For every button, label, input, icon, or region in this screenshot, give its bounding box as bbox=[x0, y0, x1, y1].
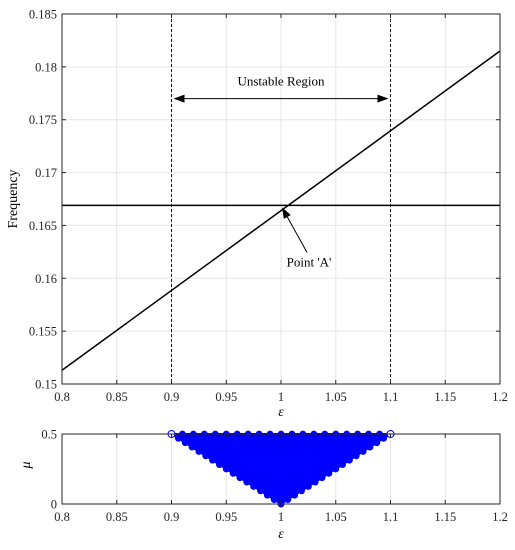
unstable-region-label: Unstable Region bbox=[237, 74, 325, 89]
freq-xtick-label: 1.1 bbox=[383, 390, 399, 404]
freq-xtick-label: 1 bbox=[278, 390, 284, 404]
frequency-x-ticks: 0.8 0.85 0.9 0.95 1 1.05 1.1 1.15 1.2 bbox=[54, 14, 508, 404]
mu-marker bbox=[366, 443, 374, 451]
frequency-series-line-1 bbox=[61, 50, 501, 371]
mu-marker bbox=[346, 456, 353, 464]
frequency-x-axis-label: ε bbox=[278, 405, 284, 420]
mu-ytick-label: 0 bbox=[51, 498, 57, 512]
mu-xtick-label: 1.1 bbox=[383, 510, 399, 524]
mu-xtick-label: 1.15 bbox=[434, 510, 456, 524]
mu-marker bbox=[270, 496, 278, 504]
mu-marker bbox=[236, 474, 244, 482]
freq-ytick-label: 0.17 bbox=[35, 166, 57, 180]
freq-ytick-label: 0.18 bbox=[35, 60, 57, 74]
mu-marker bbox=[250, 483, 258, 490]
freq-ytick-label: 0.185 bbox=[29, 8, 57, 22]
freq-xtick-label: 0.85 bbox=[106, 390, 128, 404]
mu-marker bbox=[243, 478, 251, 486]
frequency-y-axis-label: Frequency bbox=[6, 169, 21, 228]
point-a-arrowhead bbox=[282, 207, 291, 219]
mu-marker bbox=[174, 434, 182, 442]
mu-marker bbox=[325, 469, 333, 477]
mu-marker bbox=[380, 434, 388, 442]
point-a-arrow bbox=[285, 214, 308, 253]
freq-xtick-label: 0.8 bbox=[54, 390, 70, 404]
mu-ytick-label: 0.5 bbox=[41, 428, 57, 442]
mu-region-fill bbox=[168, 433, 394, 506]
mu-marker bbox=[188, 443, 196, 451]
mu-y-axis-label: μ bbox=[19, 461, 34, 469]
mu-marker bbox=[209, 456, 216, 464]
mu-x-axis-label: ε bbox=[278, 527, 284, 542]
mu-xtick-label: 0.95 bbox=[215, 510, 237, 524]
unstable-arrowhead-left bbox=[173, 94, 185, 103]
mu-marker bbox=[216, 461, 223, 469]
mu-marker bbox=[257, 487, 264, 495]
mu-plot: 0.8 0.85 0.9 0.95 1 1.05 1.1 1.15 1.2 00.5 ε μ bbox=[19, 428, 508, 543]
mu-marker bbox=[291, 491, 299, 499]
mu-y-ticks: 00.5 bbox=[41, 428, 500, 512]
mu-marker bbox=[229, 469, 237, 477]
mu-marker bbox=[284, 496, 292, 504]
frequency-series bbox=[61, 14, 501, 384]
mu-marker bbox=[318, 474, 326, 482]
mu-marker bbox=[373, 439, 381, 447]
mu-marker bbox=[304, 483, 312, 490]
mu-marker bbox=[263, 491, 271, 499]
freq-xtick-label: 1.2 bbox=[492, 390, 508, 404]
freq-xtick-label: 0.9 bbox=[164, 390, 180, 404]
freq-ytick-label: 0.165 bbox=[29, 219, 57, 233]
mu-xtick-label: 0.9 bbox=[164, 510, 180, 524]
frequency-plot: Unstable Region Point 'A' 0.8 0.85 0.9 0.95… bbox=[6, 8, 508, 421]
freq-ytick-label: 0.15 bbox=[35, 378, 57, 392]
freq-xtick-label: 1.05 bbox=[325, 390, 347, 404]
mu-xtick-label: 1.05 bbox=[325, 510, 347, 524]
mu-xtick-label: 0.85 bbox=[106, 510, 128, 524]
mu-marker bbox=[332, 465, 340, 473]
frequency-annotations: Unstable Region Point 'A' bbox=[173, 74, 389, 269]
mu-marker bbox=[195, 448, 203, 455]
mu-marker bbox=[222, 465, 230, 473]
mu-marker bbox=[352, 452, 360, 460]
freq-ytick-label: 0.16 bbox=[35, 272, 57, 286]
unstable-arrowhead-right bbox=[377, 94, 389, 103]
point-a-label: Point 'A' bbox=[287, 254, 332, 269]
freq-ytick-label: 0.155 bbox=[29, 325, 57, 339]
mu-marker bbox=[181, 439, 189, 447]
freq-xtick-label: 1.15 bbox=[434, 390, 456, 404]
mu-marker bbox=[298, 487, 305, 495]
mu-xtick-label: 0.8 bbox=[54, 510, 70, 524]
frequency-y-ticks: 0.15 0.155 0.16 0.165 0.17 0.175 0.18 0.185 bbox=[29, 8, 500, 392]
mu-x-ticks: 0.8 0.85 0.9 0.95 1 1.05 1.1 1.15 1.2 bbox=[54, 434, 508, 524]
mu-xtick-label: 1 bbox=[278, 510, 284, 524]
mu-unstable-region bbox=[167, 430, 395, 508]
mu-marker bbox=[202, 452, 210, 460]
freq-ytick-label: 0.175 bbox=[29, 113, 57, 127]
mu-marker bbox=[339, 461, 346, 469]
mu-marker bbox=[311, 478, 319, 486]
mu-marker bbox=[359, 448, 367, 455]
frequency-grid bbox=[62, 14, 500, 384]
mu-xtick-label: 1.2 bbox=[492, 510, 508, 524]
freq-xtick-label: 0.95 bbox=[215, 390, 237, 404]
